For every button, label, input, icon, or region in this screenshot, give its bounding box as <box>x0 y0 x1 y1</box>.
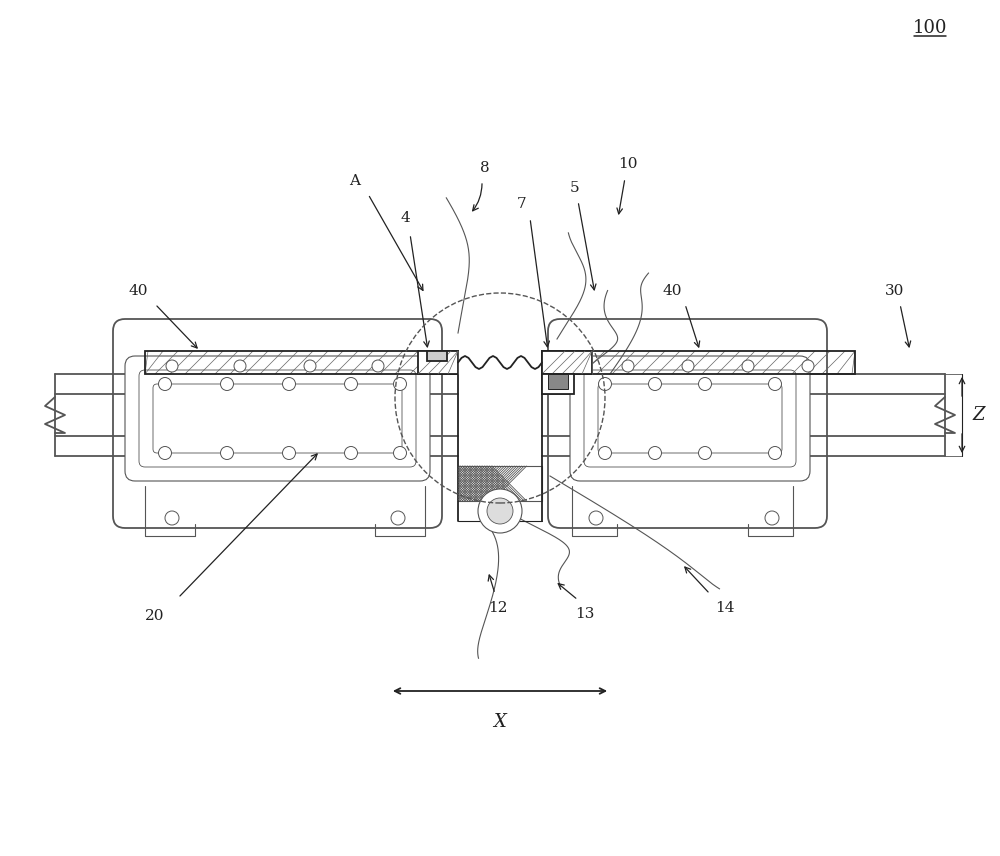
FancyBboxPatch shape <box>153 384 402 453</box>
FancyBboxPatch shape <box>584 370 796 467</box>
Circle shape <box>598 447 612 460</box>
Text: 30: 30 <box>885 284 905 298</box>
FancyBboxPatch shape <box>139 370 416 467</box>
Bar <box>542 351 592 374</box>
Circle shape <box>391 511 405 525</box>
Circle shape <box>345 447 358 460</box>
Circle shape <box>648 447 662 460</box>
Text: 40: 40 <box>662 284 682 298</box>
Circle shape <box>221 377 234 390</box>
Bar <box>427 351 447 361</box>
Circle shape <box>372 360 384 372</box>
Circle shape <box>478 489 522 533</box>
Circle shape <box>394 377 407 390</box>
Circle shape <box>345 377 358 390</box>
Circle shape <box>432 360 444 372</box>
Bar <box>458 466 542 501</box>
Circle shape <box>742 360 754 372</box>
Circle shape <box>159 447 172 460</box>
Bar <box>542 351 855 374</box>
Circle shape <box>562 360 574 372</box>
Circle shape <box>648 377 662 390</box>
Circle shape <box>487 498 513 524</box>
Circle shape <box>394 447 407 460</box>
Circle shape <box>283 377 296 390</box>
Circle shape <box>768 377 782 390</box>
Circle shape <box>698 377 712 390</box>
Text: 8: 8 <box>480 161 490 175</box>
Circle shape <box>768 447 782 460</box>
Bar <box>542 374 574 394</box>
Circle shape <box>234 360 246 372</box>
Text: X: X <box>494 713 506 731</box>
Text: 40: 40 <box>128 284 148 298</box>
Circle shape <box>165 511 179 525</box>
Bar <box>418 351 458 374</box>
Circle shape <box>159 377 172 390</box>
Text: 4: 4 <box>400 211 410 225</box>
Circle shape <box>598 377 612 390</box>
Circle shape <box>698 447 712 460</box>
Circle shape <box>283 447 296 460</box>
Text: A: A <box>350 174 361 188</box>
Text: 12: 12 <box>488 601 508 615</box>
Text: 7: 7 <box>517 197 527 211</box>
Bar <box>548 374 568 389</box>
FancyBboxPatch shape <box>570 356 810 481</box>
Circle shape <box>682 360 694 372</box>
Circle shape <box>304 360 316 372</box>
Circle shape <box>765 511 779 525</box>
Text: 20: 20 <box>145 609 165 623</box>
Text: Z: Z <box>972 406 984 424</box>
Text: 100: 100 <box>913 19 947 37</box>
Circle shape <box>166 360 178 372</box>
Circle shape <box>221 447 234 460</box>
FancyBboxPatch shape <box>125 356 430 481</box>
Text: 10: 10 <box>618 157 638 171</box>
Circle shape <box>622 360 634 372</box>
Text: 5: 5 <box>570 181 580 195</box>
Circle shape <box>802 360 814 372</box>
FancyBboxPatch shape <box>598 384 782 453</box>
Circle shape <box>589 511 603 525</box>
Text: 13: 13 <box>575 607 595 621</box>
Bar <box>145 351 458 374</box>
Text: 14: 14 <box>715 601 735 615</box>
